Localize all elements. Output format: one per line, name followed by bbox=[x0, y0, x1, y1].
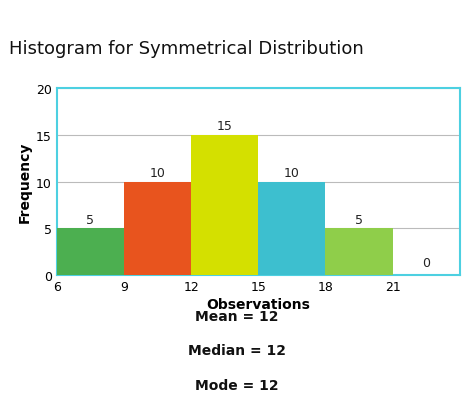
Text: Mean = 12: Mean = 12 bbox=[195, 309, 279, 323]
Text: 15: 15 bbox=[217, 120, 233, 133]
Bar bbox=[326, 229, 392, 275]
Bar bbox=[57, 229, 124, 275]
Text: Median = 12: Median = 12 bbox=[188, 343, 286, 357]
Text: 0: 0 bbox=[422, 257, 430, 270]
Text: Mode = 12: Mode = 12 bbox=[195, 378, 279, 392]
Y-axis label: Frequency: Frequency bbox=[18, 142, 32, 223]
Text: 10: 10 bbox=[150, 166, 165, 179]
X-axis label: Observations: Observations bbox=[206, 297, 310, 311]
Text: 5: 5 bbox=[355, 213, 363, 226]
Text: Histogram for Symmetrical Distribution: Histogram for Symmetrical Distribution bbox=[9, 40, 364, 58]
Text: 5: 5 bbox=[86, 213, 94, 226]
Bar bbox=[124, 182, 191, 275]
Bar bbox=[191, 136, 258, 275]
Text: 10: 10 bbox=[284, 166, 300, 179]
Bar bbox=[258, 182, 326, 275]
